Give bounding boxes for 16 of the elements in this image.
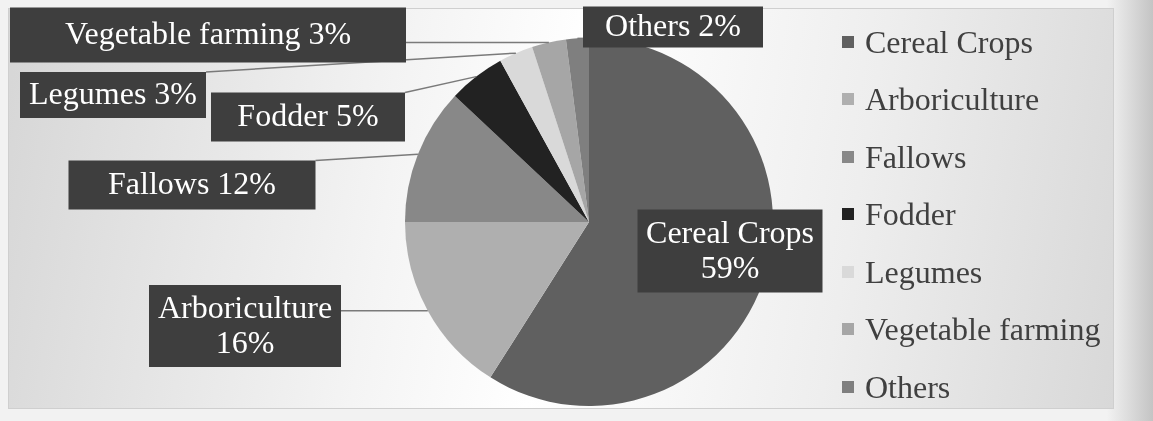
category-label: Fodder 5% — [237, 97, 379, 134]
slice-label: Arboriculture — [157, 288, 333, 325]
legend-label: Arboriculture — [865, 81, 1040, 118]
slice-label: Cereal Crops — [646, 213, 814, 250]
legend-label: Others — [865, 368, 951, 405]
legend-label: Vegetable farming — [865, 311, 1101, 348]
legend-label: Legumes — [865, 253, 983, 290]
category-label: Vegetable farming 3% — [64, 15, 352, 52]
category-label: Fallows 12% — [108, 165, 276, 202]
data-label: 59% — [700, 248, 760, 285]
category-label: Others 2% — [605, 7, 741, 44]
legend-label: Cereal Crops — [865, 23, 1033, 60]
data-label: 16% — [215, 323, 275, 360]
category-label: Legumes 3% — [29, 75, 197, 112]
legend-label: Fallows — [865, 138, 967, 175]
legend-label: Fodder — [865, 196, 956, 233]
